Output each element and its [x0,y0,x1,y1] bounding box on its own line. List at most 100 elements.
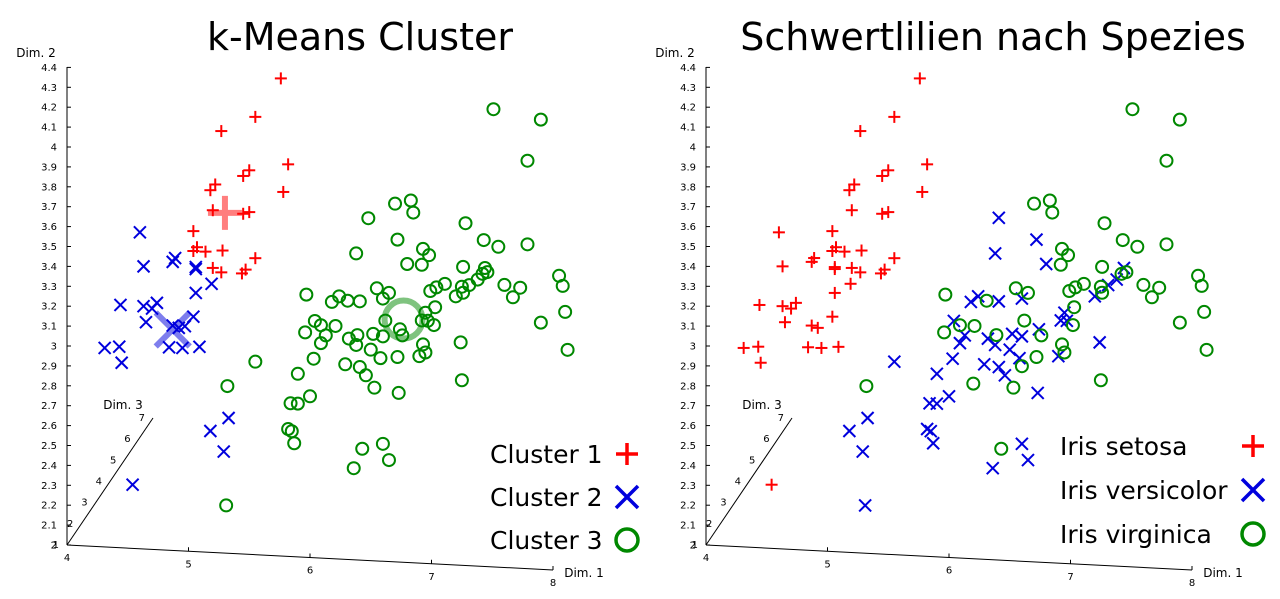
y-axis-label: Dim. 2 [16,46,56,60]
y-tick-label: 3.1 [680,322,696,333]
cluster-centroid [207,195,242,230]
y-tick-label: 2.9 [680,361,696,372]
data-point [1093,279,1108,294]
x-tick-label: 7 [428,572,434,583]
data-point [350,328,365,343]
data-point [237,169,250,182]
data-point [753,298,766,311]
legend-item: Iris virginica [1060,520,1266,549]
y-tick-label: 2 [51,541,57,552]
y-tick-label: 4.2 [680,103,696,114]
data-point [346,461,361,476]
legend-marker [614,527,640,553]
data-point [1130,239,1145,254]
data-point [375,436,390,451]
data-point [826,225,839,238]
data-point [363,342,378,357]
data-point [217,444,231,459]
y-tick-label: 2.4 [41,461,57,472]
data-point [1197,304,1212,319]
data-point [373,351,388,366]
data-point [1015,437,1029,451]
z-tick-label: 4 [96,477,102,488]
data-point [882,206,895,219]
legend-label: Iris versicolor [1060,476,1228,505]
data-point [113,298,128,312]
y-tick-label: 3.8 [680,182,696,193]
z-tick-label: 2 [67,519,73,530]
data-point [1115,233,1130,248]
y-tick-label: 2.7 [41,401,57,412]
data-point [390,232,405,247]
data-point [533,315,548,330]
x-axis-label: Dim. 1 [1203,566,1243,580]
data-point [842,424,857,438]
legend-item: Cluster 1 [490,440,638,469]
y-tick-label: 2.8 [41,381,57,392]
data-point [324,294,339,309]
data-point [162,340,176,354]
cluster-centroid [381,297,426,342]
data-point [1021,453,1035,467]
data-point [369,281,384,296]
z-tick-label: 4 [735,477,741,488]
data-point [249,252,262,265]
data-point [858,498,872,513]
data-point [249,110,262,123]
y-tick-label: 3 [690,342,696,353]
data-point [328,318,343,333]
data-point [966,376,981,391]
data-point [136,299,151,313]
data-point [826,310,839,323]
y-tick-label: 3.4 [680,262,696,273]
data-point [994,441,1009,456]
data-point [358,368,373,383]
data-point [1017,313,1032,328]
x-tick-label: 5 [185,559,191,570]
legend-item: Cluster 2 [490,483,640,512]
data-point [221,411,236,425]
data-point [888,110,901,123]
y-tick-label: 3.6 [680,222,696,233]
x-tick-label: 8 [1189,578,1195,589]
species-chart: Schwertlilien nach Spezies Dim. 2 Dim. 1… [655,15,1266,589]
data-point [937,325,952,340]
x-tick-label: 7 [1067,572,1073,583]
y-tick-label: 3.2 [41,302,57,313]
data-point [1008,281,1023,296]
data-point [125,477,140,492]
data-point [453,335,468,350]
data-point [856,444,870,459]
data-point [860,411,875,425]
data-point [415,337,430,352]
data-point [274,72,287,85]
y-tick-label: 2.6 [680,421,696,432]
x-tick-label: 6 [307,566,313,577]
data-point [349,337,364,352]
x-tick-label: 4 [703,553,709,564]
data-point [752,340,765,353]
data-point [859,379,874,394]
z-tick-label: 6 [124,434,130,445]
data-point [1027,196,1042,211]
data-point [1045,205,1060,220]
z-tick-label: 2 [706,519,712,530]
data-point [1061,248,1076,263]
data-point [1014,359,1029,374]
data-point [802,341,815,354]
data-point [215,125,228,138]
data-point [187,245,200,258]
data-point [204,277,219,291]
data-point [290,396,305,411]
data-point [352,294,367,309]
data-point [888,252,901,265]
data-point [1159,153,1174,168]
data-point [828,286,841,299]
y-tick-label: 2.9 [41,361,57,372]
y-tick-label: 4.1 [680,123,696,134]
data-point [765,478,778,491]
data-point [533,112,548,127]
legend-marker [1242,435,1264,457]
data-point [349,246,364,261]
data-point [1076,276,1091,291]
